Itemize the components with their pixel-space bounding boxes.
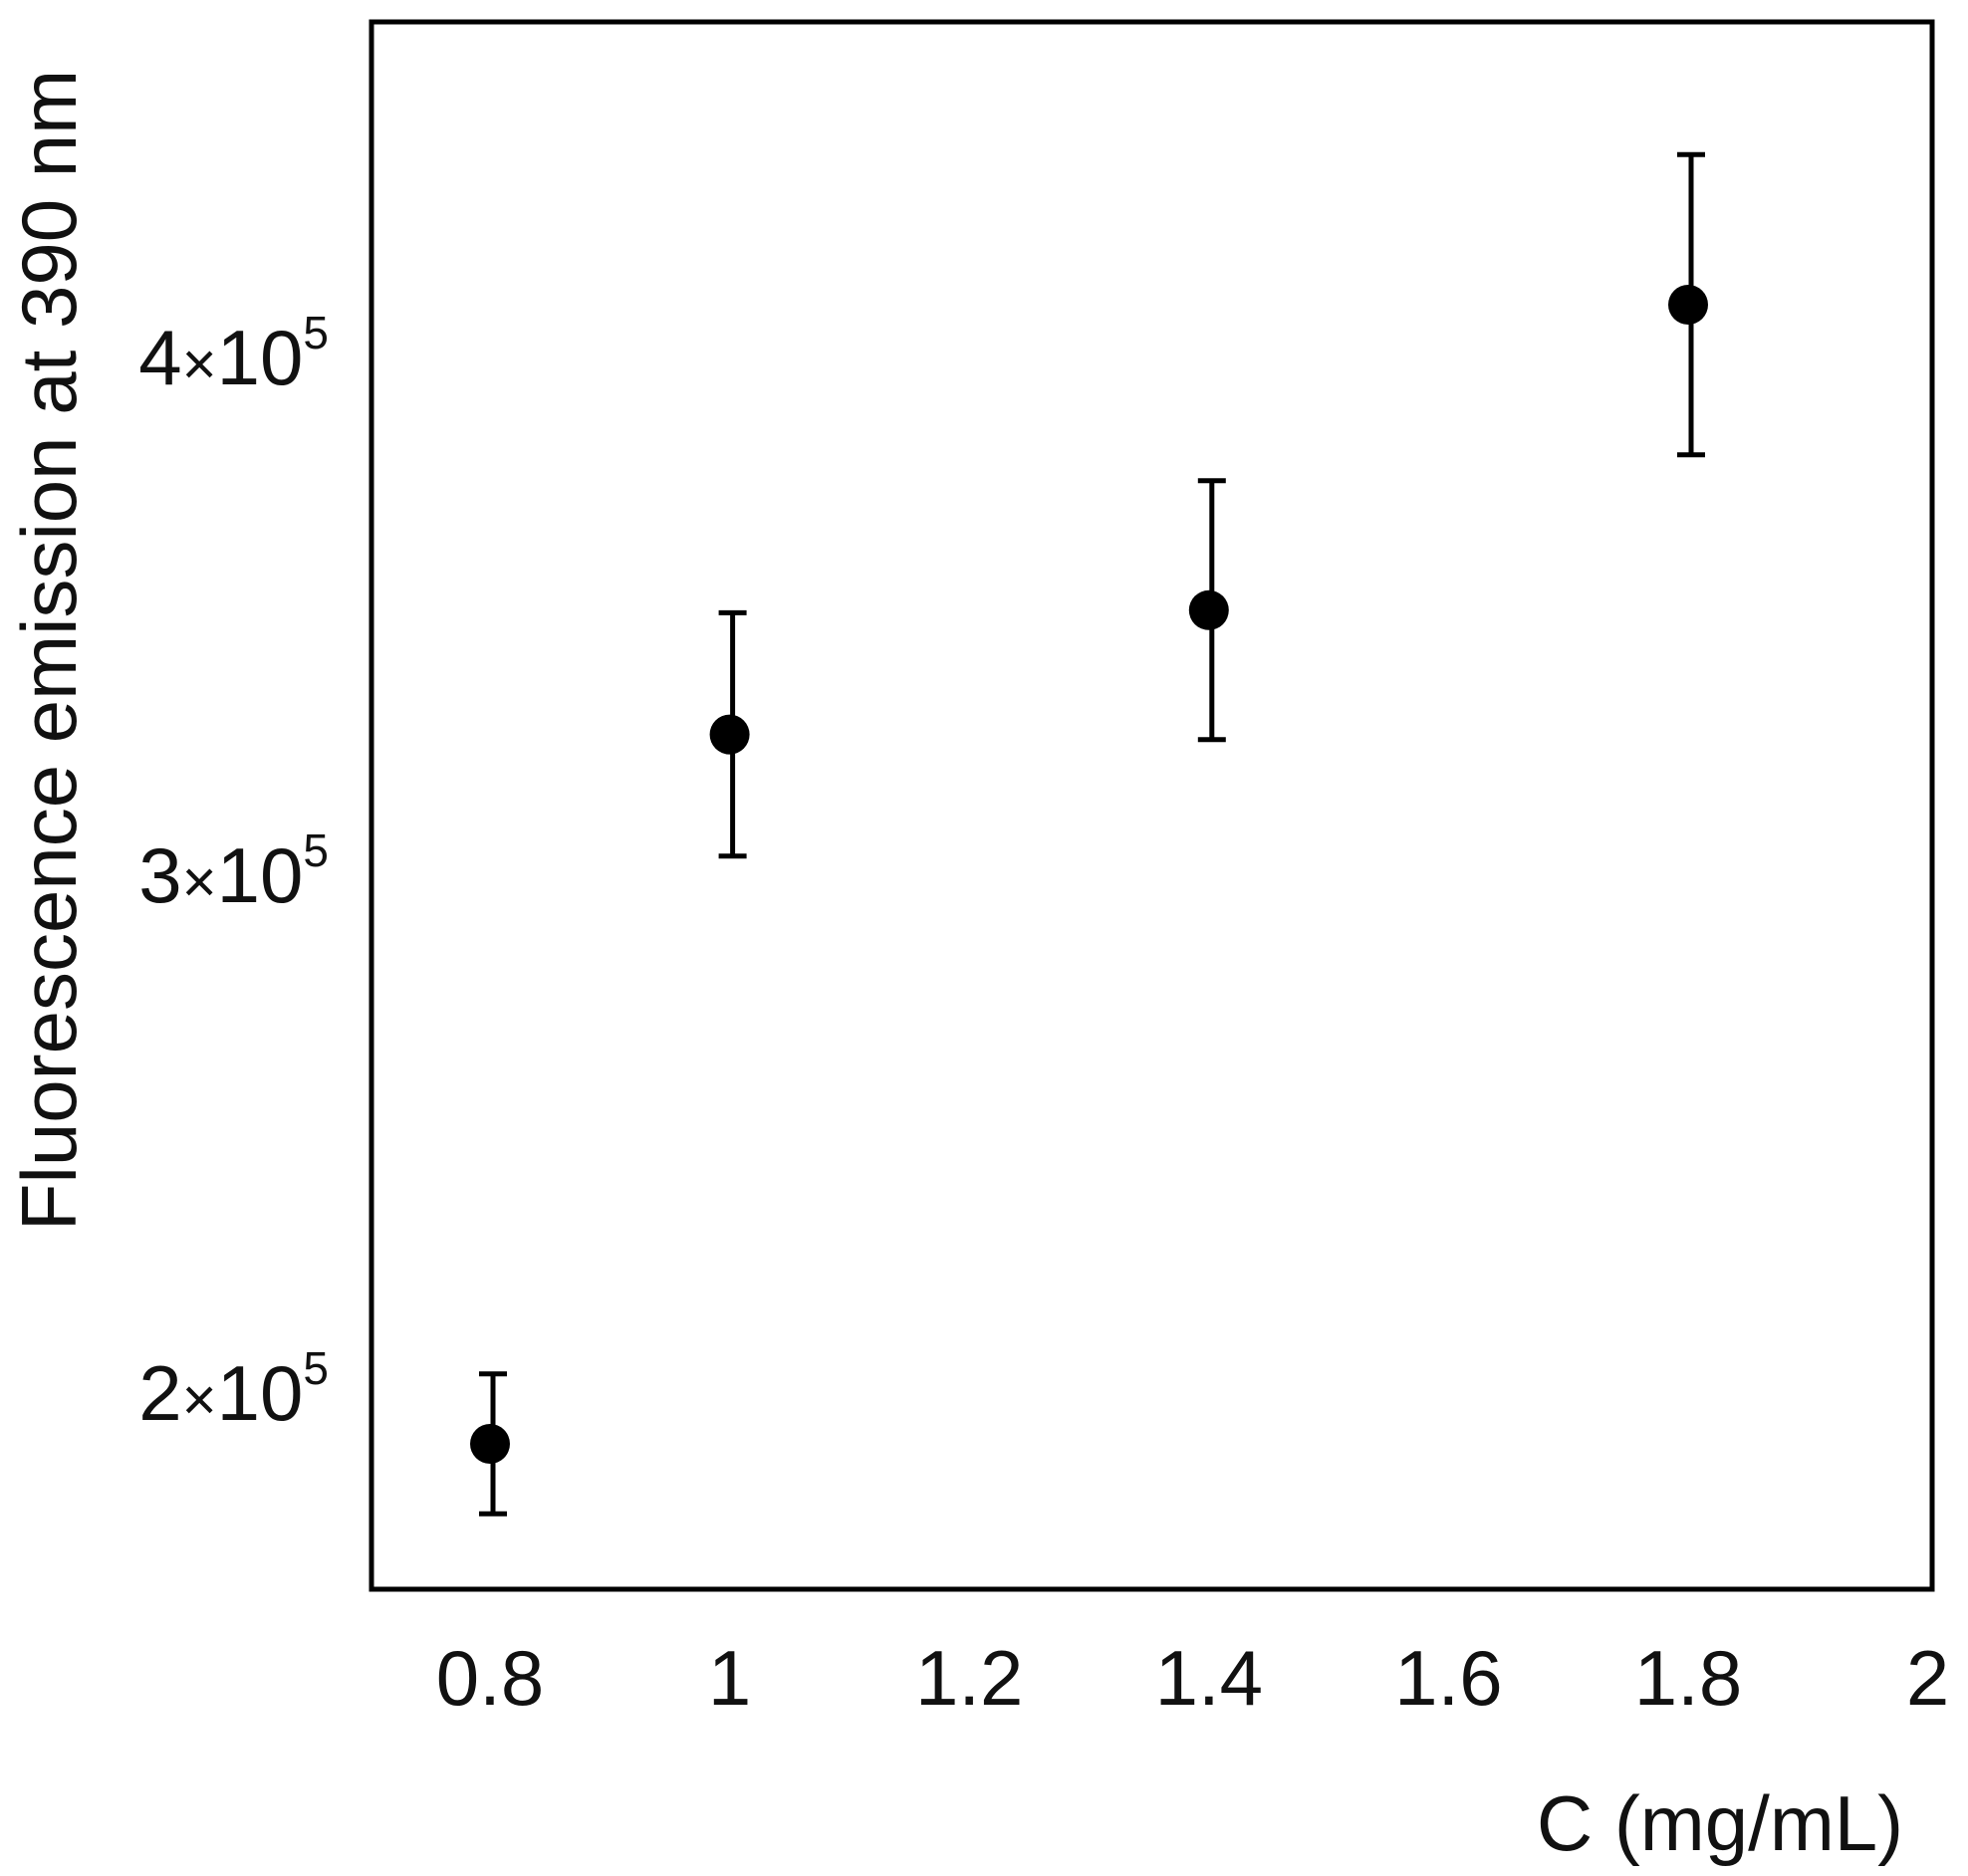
x-tick-label: 1.8 [1634,1634,1742,1722]
x-axis-tick-labels: 0.8 1 1.2 1.4 1.6 1.8 2 [436,1634,1950,1722]
plot-frame [369,19,1935,1592]
x-tick-label: 2 [1906,1634,1949,1722]
data-point-marker [709,714,750,755]
y-tick-label: 2×105 [138,1342,329,1437]
y-tick-label: 4×105 [138,307,329,401]
x-tick-label: 1.6 [1394,1634,1502,1722]
y-axis-title: Fluorescence emission at 390 nm [5,70,93,1231]
data-point-marker [1188,589,1229,630]
x-tick-label: 0.8 [436,1634,544,1722]
y-tick-label: 3×105 [138,824,329,919]
data-point-marker [470,1424,510,1464]
plot-border [369,19,1935,1592]
y-axis-tick-labels: 2×105 3×105 4×105 [138,307,329,1437]
x-tick-label: 1.2 [915,1634,1023,1722]
data-point-marker [1668,285,1708,325]
x-tick-label: 1 [708,1634,751,1722]
data-markers [470,285,1708,1464]
x-axis-title: C (mg/mL) [1537,1779,1903,1867]
x-tick-label: 1.4 [1155,1634,1263,1722]
